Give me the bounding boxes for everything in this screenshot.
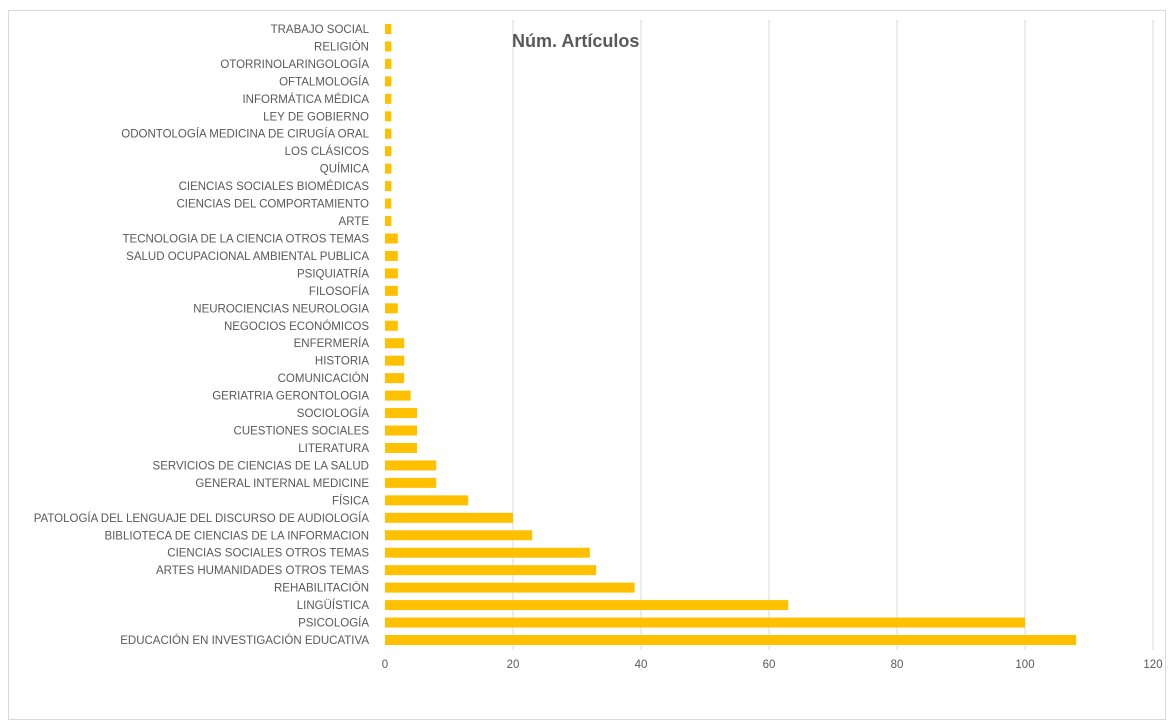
bar [385,635,1077,645]
category-label: ENFERMERÍA [294,337,370,350]
bar [385,93,392,104]
category-labels: TRABAJO SOCIAL RELIGIÓN OTORRINOLARINGOLOG… [34,24,370,647]
category-label: GERIATRIA GERONTOLOGIA [212,391,369,403]
category-label: PSICOLOGÍA [298,617,369,630]
bar [385,512,513,523]
category-label: CIENCIAS SOCIALES OTROS TEMAS [167,548,369,560]
bar [385,146,392,157]
bar [385,617,1025,628]
category-label: ODONTOLOGÍA MEDICINA DE CIRUGÍA ORAL [121,128,369,141]
x-tick-label: 100 [1015,659,1034,671]
category-label: EDUCACIÓN EN INVESTIGACIÓN EDUCATIVA [120,634,369,647]
category-label: NEUROCIENCIAS NEUROLOGIA [193,303,369,315]
category-label: OFTALMOLOGÍA [279,75,369,88]
bar [385,128,392,139]
bar [385,268,398,279]
bar [385,216,392,227]
category-label: LINGÜÍSTICA [297,599,370,612]
bar [385,250,398,261]
bar [385,547,590,558]
bar [385,181,392,192]
bar [385,477,437,488]
category-label: BIBLIOTECA DE CIENCIAS DE LA INFORMACION [104,530,369,542]
category-label: QUÍMICA [320,163,370,176]
gridlines [512,20,1154,650]
category-label: LOS CLÁSICOS [285,145,370,158]
category-label: SOCIOLOGÍA [297,407,370,420]
bar [385,24,392,34]
x-tick-label: 40 [635,659,648,671]
bar [385,373,405,384]
bar [385,58,392,69]
bar [385,425,417,436]
category-label: SERVICIOS DE CIENCIAS DE LA SALUD [153,460,369,472]
category-label: TRABAJO SOCIAL [271,24,370,36]
bar [385,76,392,87]
bar [385,530,533,541]
bar [385,582,635,593]
category-label: INFORMÁTICA MÉDICA [242,93,369,106]
bar [385,320,398,331]
bar [385,355,405,366]
bar [385,442,417,453]
category-label: COMUNICACIÓN [278,372,369,385]
x-tick-label: 60 [763,659,776,671]
bar [385,111,392,122]
category-label: ARTE [339,216,370,228]
x-tick-label: 120 [1143,659,1162,671]
category-label: GENERAL INTERNAL MEDICINE [195,478,369,490]
x-tick-label: 0 [382,659,388,671]
x-tick-label: 20 [507,659,520,671]
bar [385,408,417,419]
category-label: PATOLOGÍA DEL LENGUAJE DEL DISCURSO DE A… [34,512,370,525]
bar [385,41,392,52]
x-tick-label: 80 [891,659,904,671]
bars [385,24,1077,645]
bar [385,233,398,244]
category-label: NEGOCIOS ECONÓMICOS [224,320,369,333]
bar [385,460,437,471]
category-label: LITERATURA [298,443,369,455]
bar [385,338,405,349]
category-label: RELIGIÓN [314,40,369,53]
category-label: CUESTIONES SOCIALES [234,426,370,438]
category-label: ARTES HUMANIDADES OTROS TEMAS [156,565,369,577]
category-label: CIENCIAS DEL COMPORTAMIENTO [176,199,369,211]
category-label: CIENCIAS SOCIALES BIOMÉDICAS [179,180,370,193]
category-label: OTORRINOLARINGOLOGÍA [220,58,369,71]
bar [385,198,392,209]
category-label: HISTORIA [315,356,369,368]
bar [385,390,411,401]
bar [385,495,469,506]
bar [385,565,597,576]
bar [385,163,392,174]
chart-title: Núm. Artículos [512,31,639,51]
bar [385,285,398,296]
category-label: FÍSICA [332,494,369,507]
x-tick-labels: 0 20 40 60 80 100 120 [382,659,1163,671]
category-label: REHABILITACIÓN [274,582,369,595]
category-label: FILOSOFÍA [309,285,369,298]
category-label: PSIQUIATRÍA [297,267,369,280]
bar [385,600,789,611]
bar [385,303,398,314]
category-label: TECNOLOGIA DE LA CIENCIA OTROS TEMAS [123,233,370,245]
category-label: SALUD OCUPACIONAL AMBIENTAL PUBLICA [126,251,369,263]
category-label: LEY DE GOBIERNO [263,111,369,123]
